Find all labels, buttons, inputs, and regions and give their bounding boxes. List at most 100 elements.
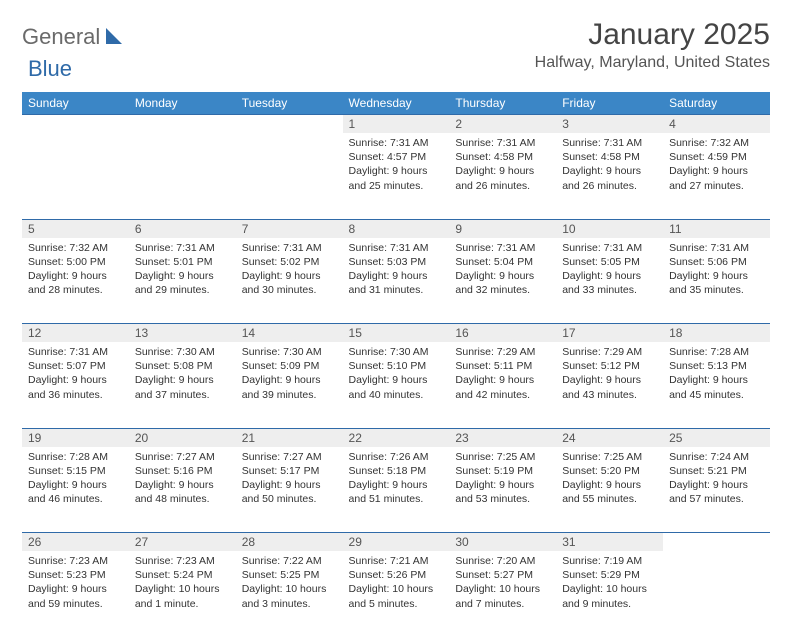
daylight-text: Daylight: 9 hours and 35 minutes. <box>669 269 764 297</box>
day-number-row: 12131415161718 <box>22 324 770 343</box>
daylight-text: Daylight: 9 hours and 31 minutes. <box>349 269 444 297</box>
sunrise-text: Sunrise: 7:28 AM <box>669 345 764 359</box>
day-number-cell: 4 <box>663 115 770 134</box>
sunrise-text: Sunrise: 7:27 AM <box>135 450 230 464</box>
day-detail-cell: Sunrise: 7:32 AMSunset: 5:00 PMDaylight:… <box>22 238 129 324</box>
daylight-text: Daylight: 9 hours and 45 minutes. <box>669 373 764 401</box>
day-number-cell: 18 <box>663 324 770 343</box>
day-number-cell: 6 <box>129 219 236 238</box>
sunset-text: Sunset: 5:13 PM <box>669 359 764 373</box>
sunrise-text: Sunrise: 7:21 AM <box>349 554 444 568</box>
daylight-text: Daylight: 9 hours and 42 minutes. <box>455 373 550 401</box>
day-number-cell: 26 <box>22 533 129 552</box>
sunset-text: Sunset: 4:58 PM <box>562 150 657 164</box>
day-detail-cell: Sunrise: 7:28 AMSunset: 5:15 PMDaylight:… <box>22 447 129 533</box>
day-number-cell: 7 <box>236 219 343 238</box>
day-number-cell: 17 <box>556 324 663 343</box>
day-detail-cell: Sunrise: 7:31 AMSunset: 4:58 PMDaylight:… <box>556 133 663 219</box>
day-number-cell: 16 <box>449 324 556 343</box>
sunrise-text: Sunrise: 7:31 AM <box>669 241 764 255</box>
day-header: Wednesday <box>343 92 450 115</box>
sunrise-text: Sunrise: 7:30 AM <box>135 345 230 359</box>
sunrise-text: Sunrise: 7:30 AM <box>349 345 444 359</box>
day-number-cell: 19 <box>22 428 129 447</box>
title-block: January 2025 Halfway, Maryland, United S… <box>535 18 770 72</box>
daylight-text: Daylight: 9 hours and 25 minutes. <box>349 164 444 192</box>
day-detail-cell: Sunrise: 7:20 AMSunset: 5:27 PMDaylight:… <box>449 551 556 637</box>
calendar-table: SundayMondayTuesdayWednesdayThursdayFrid… <box>22 92 770 637</box>
day-number-cell: 15 <box>343 324 450 343</box>
day-detail-cell: Sunrise: 7:30 AMSunset: 5:09 PMDaylight:… <box>236 342 343 428</box>
daylight-text: Daylight: 9 hours and 30 minutes. <box>242 269 337 297</box>
day-number-cell: 5 <box>22 219 129 238</box>
day-header: Monday <box>129 92 236 115</box>
sunrise-text: Sunrise: 7:27 AM <box>242 450 337 464</box>
day-detail-row: Sunrise: 7:23 AMSunset: 5:23 PMDaylight:… <box>22 551 770 637</box>
day-detail-cell: Sunrise: 7:25 AMSunset: 5:20 PMDaylight:… <box>556 447 663 533</box>
sunrise-text: Sunrise: 7:20 AM <box>455 554 550 568</box>
day-detail-cell <box>129 133 236 219</box>
day-header: Sunday <box>22 92 129 115</box>
day-detail-cell <box>663 551 770 637</box>
daylight-text: Daylight: 9 hours and 59 minutes. <box>28 582 123 610</box>
day-number-cell: 28 <box>236 533 343 552</box>
sunrise-text: Sunrise: 7:31 AM <box>28 345 123 359</box>
sunset-text: Sunset: 5:16 PM <box>135 464 230 478</box>
sunset-text: Sunset: 5:11 PM <box>455 359 550 373</box>
day-header-row: SundayMondayTuesdayWednesdayThursdayFrid… <box>22 92 770 115</box>
sunset-text: Sunset: 5:06 PM <box>669 255 764 269</box>
day-number-cell: 10 <box>556 219 663 238</box>
sunset-text: Sunset: 5:10 PM <box>349 359 444 373</box>
daylight-text: Daylight: 9 hours and 36 minutes. <box>28 373 123 401</box>
day-number-cell: 13 <box>129 324 236 343</box>
day-detail-cell: Sunrise: 7:31 AMSunset: 4:57 PMDaylight:… <box>343 133 450 219</box>
day-number-cell <box>22 115 129 134</box>
sunset-text: Sunset: 4:57 PM <box>349 150 444 164</box>
daylight-text: Daylight: 9 hours and 50 minutes. <box>242 478 337 506</box>
day-detail-row: Sunrise: 7:32 AMSunset: 5:00 PMDaylight:… <box>22 238 770 324</box>
sunset-text: Sunset: 5:00 PM <box>28 255 123 269</box>
daylight-text: Daylight: 9 hours and 39 minutes. <box>242 373 337 401</box>
month-title: January 2025 <box>535 18 770 52</box>
day-detail-row: Sunrise: 7:31 AMSunset: 5:07 PMDaylight:… <box>22 342 770 428</box>
day-number-cell: 12 <box>22 324 129 343</box>
day-detail-cell: Sunrise: 7:23 AMSunset: 5:23 PMDaylight:… <box>22 551 129 637</box>
day-detail-cell: Sunrise: 7:25 AMSunset: 5:19 PMDaylight:… <box>449 447 556 533</box>
day-number-cell: 24 <box>556 428 663 447</box>
daylight-text: Daylight: 9 hours and 26 minutes. <box>455 164 550 192</box>
logo-sail-icon <box>104 26 126 49</box>
sunset-text: Sunset: 5:20 PM <box>562 464 657 478</box>
day-detail-cell: Sunrise: 7:31 AMSunset: 4:58 PMDaylight:… <box>449 133 556 219</box>
day-detail-cell: Sunrise: 7:31 AMSunset: 5:05 PMDaylight:… <box>556 238 663 324</box>
sunrise-text: Sunrise: 7:26 AM <box>349 450 444 464</box>
sunset-text: Sunset: 5:25 PM <box>242 568 337 582</box>
sunset-text: Sunset: 5:19 PM <box>455 464 550 478</box>
day-number-cell: 1 <box>343 115 450 134</box>
daylight-text: Daylight: 9 hours and 55 minutes. <box>562 478 657 506</box>
sunset-text: Sunset: 5:02 PM <box>242 255 337 269</box>
day-detail-cell: Sunrise: 7:26 AMSunset: 5:18 PMDaylight:… <box>343 447 450 533</box>
day-number-cell: 30 <box>449 533 556 552</box>
day-number-cell: 23 <box>449 428 556 447</box>
day-header: Thursday <box>449 92 556 115</box>
day-detail-row: Sunrise: 7:28 AMSunset: 5:15 PMDaylight:… <box>22 447 770 533</box>
sunrise-text: Sunrise: 7:23 AM <box>135 554 230 568</box>
sunrise-text: Sunrise: 7:24 AM <box>669 450 764 464</box>
day-detail-cell: Sunrise: 7:29 AMSunset: 5:11 PMDaylight:… <box>449 342 556 428</box>
day-number-row: 567891011 <box>22 219 770 238</box>
daylight-text: Daylight: 9 hours and 48 minutes. <box>135 478 230 506</box>
day-number-cell: 27 <box>129 533 236 552</box>
sunset-text: Sunset: 4:58 PM <box>455 150 550 164</box>
day-detail-cell: Sunrise: 7:30 AMSunset: 5:08 PMDaylight:… <box>129 342 236 428</box>
sunrise-text: Sunrise: 7:31 AM <box>562 136 657 150</box>
day-detail-cell: Sunrise: 7:31 AMSunset: 5:04 PMDaylight:… <box>449 238 556 324</box>
day-detail-cell: Sunrise: 7:29 AMSunset: 5:12 PMDaylight:… <box>556 342 663 428</box>
daylight-text: Daylight: 10 hours and 7 minutes. <box>455 582 550 610</box>
day-number-cell: 8 <box>343 219 450 238</box>
logo-text-blue: Blue <box>28 56 72 81</box>
daylight-text: Daylight: 9 hours and 53 minutes. <box>455 478 550 506</box>
day-number-row: 1234 <box>22 115 770 134</box>
day-number-cell: 29 <box>343 533 450 552</box>
day-detail-cell: Sunrise: 7:31 AMSunset: 5:07 PMDaylight:… <box>22 342 129 428</box>
day-number-cell: 20 <box>129 428 236 447</box>
